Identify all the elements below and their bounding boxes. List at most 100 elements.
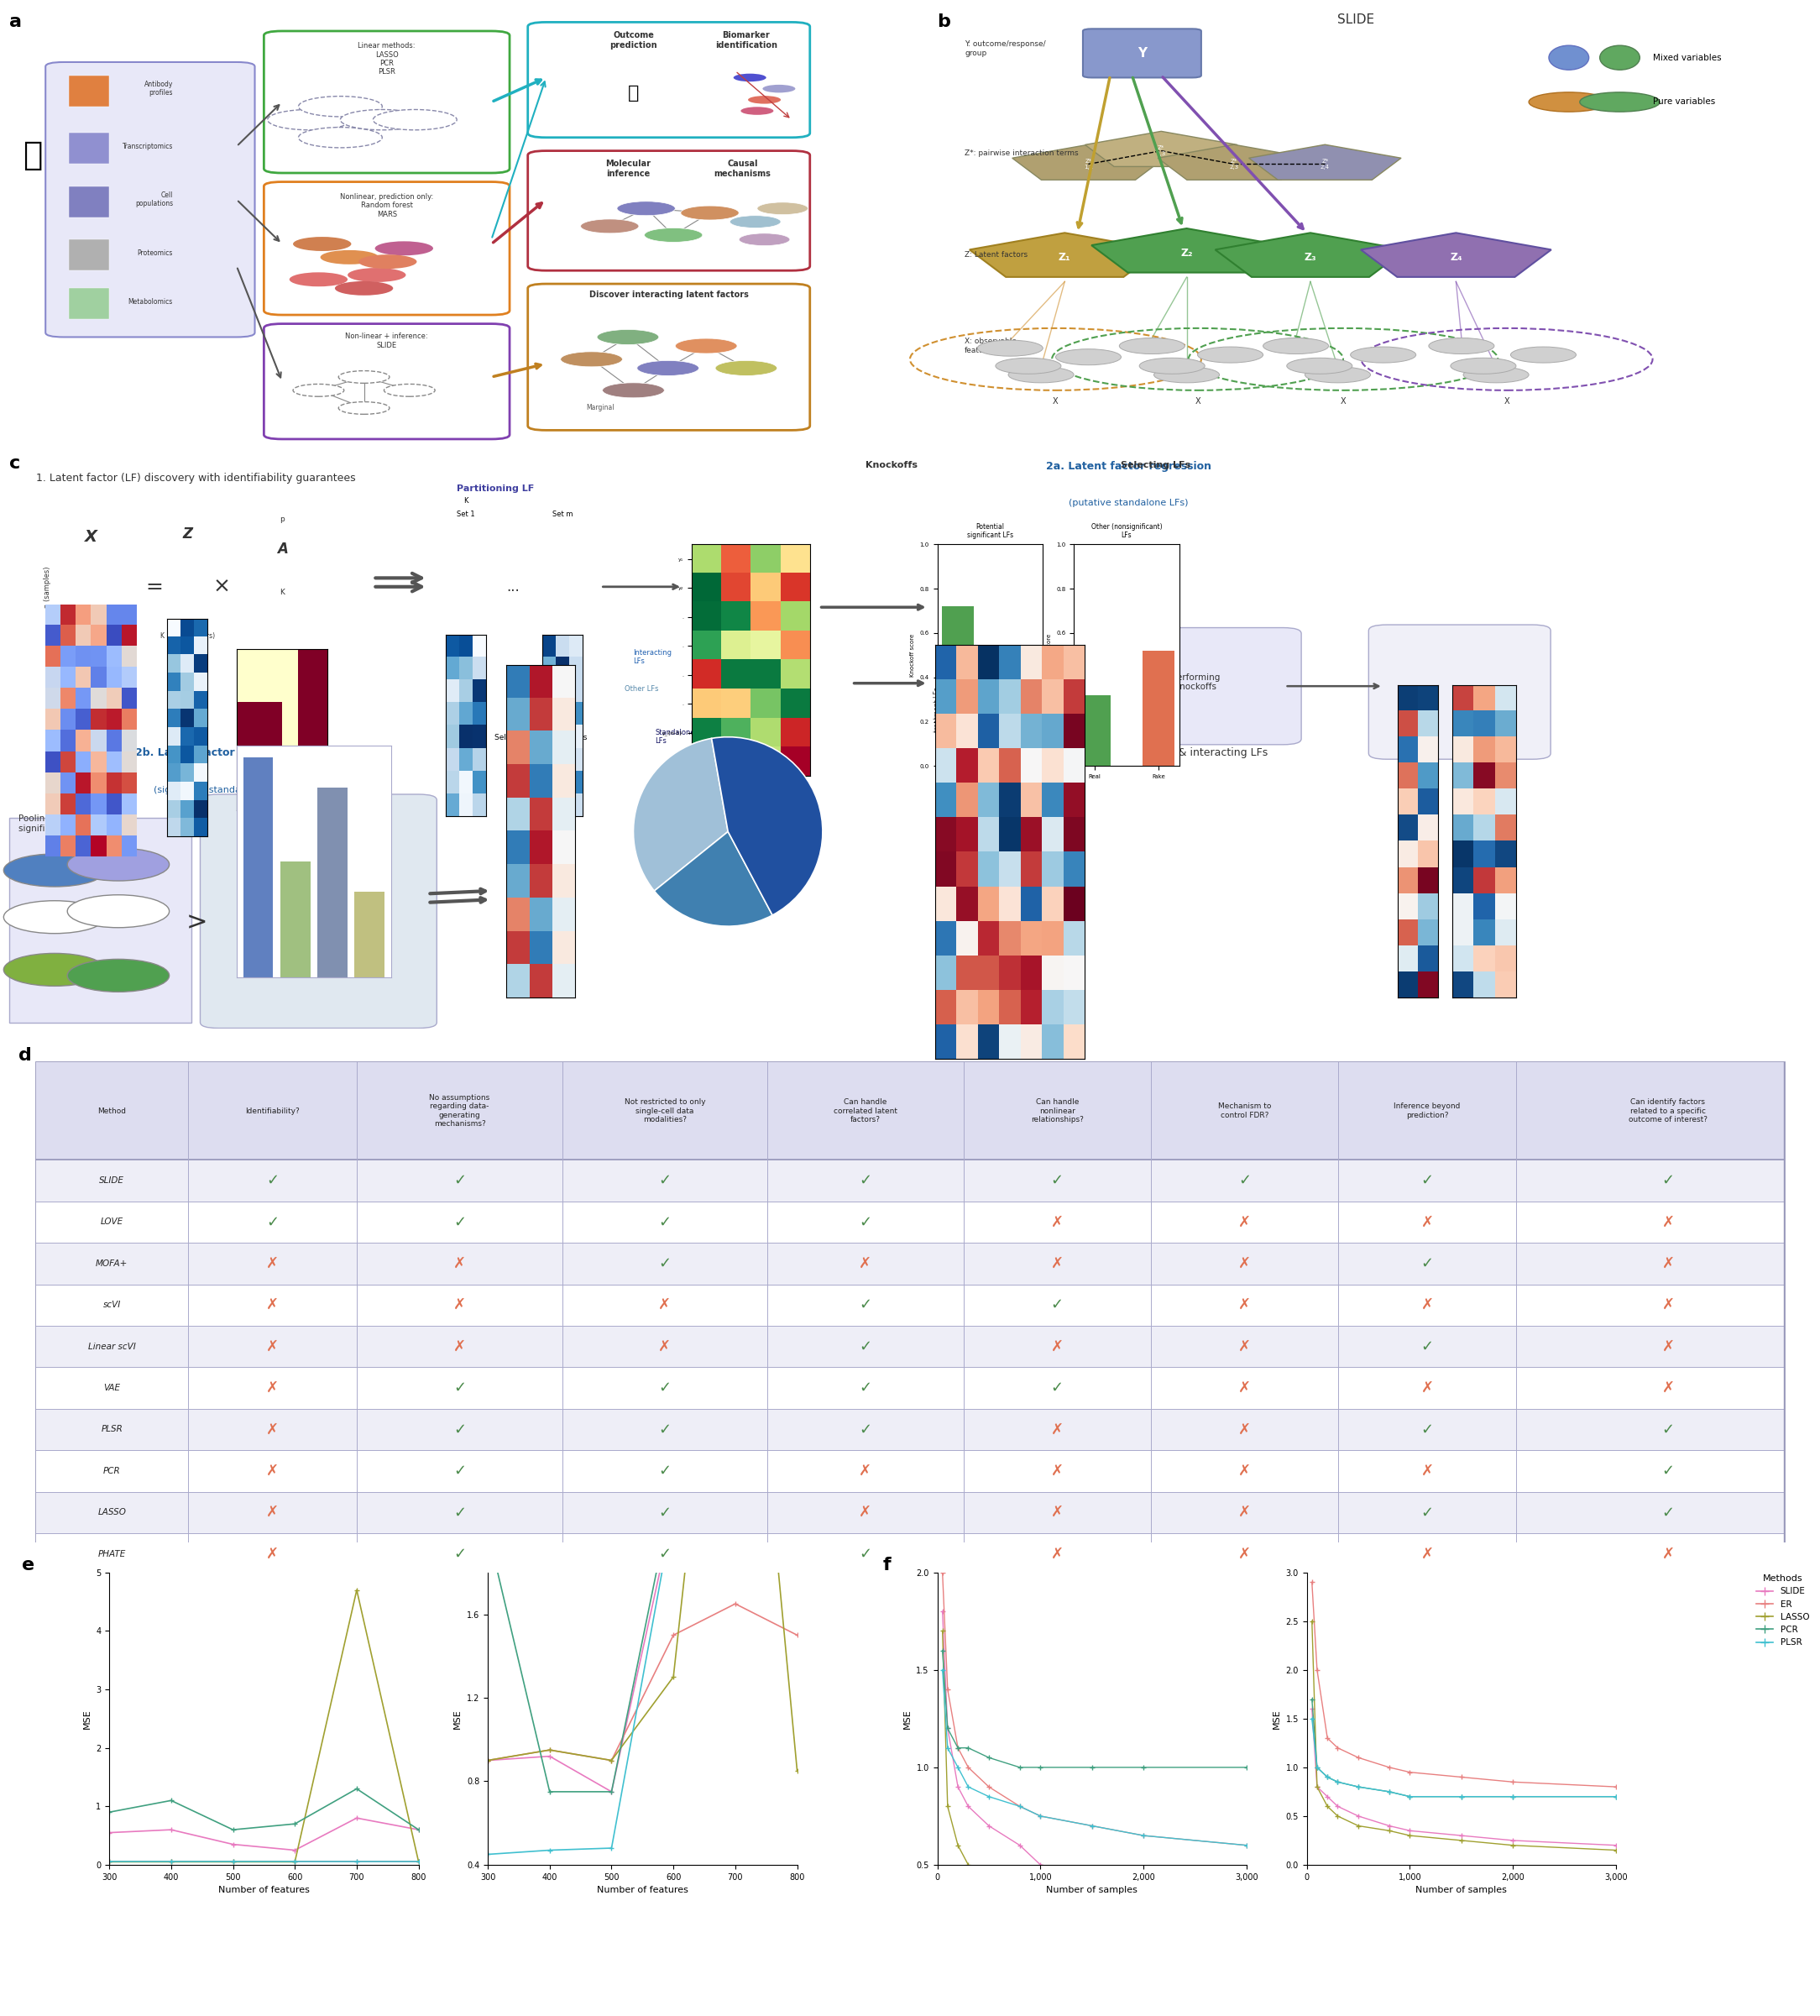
Text: VAE: VAE [104,1383,120,1393]
Text: K: K [280,589,284,597]
Circle shape [602,383,664,397]
Text: Set 1: Set 1 [457,510,475,518]
Text: ✓: ✓ [1421,1504,1434,1520]
Text: Nonlinear, prediction only:
Random forest
MARS: Nonlinear, prediction only: Random fores… [340,194,433,218]
Text: 👥: 👥 [628,85,639,101]
Circle shape [1139,359,1205,373]
Text: Interacting
LFs: Interacting LFs [633,649,672,665]
Text: Other LFs: Other LFs [624,685,659,694]
Text: Standalone LF selection
through knockoffs: Standalone LF selection through knockoff… [269,808,368,827]
FancyBboxPatch shape [1369,625,1551,760]
X-axis label: Number of features: Number of features [218,1887,309,1895]
Wedge shape [633,738,728,891]
Text: SLIDE: SLIDE [1338,14,1374,26]
Text: Linear methods:
LASSO
PCR
PLSR: Linear methods: LASSO PCR PLSR [359,42,415,77]
Text: ✓: ✓ [1050,1173,1063,1187]
Text: ✗: ✗ [1238,1464,1250,1478]
FancyBboxPatch shape [36,1202,1784,1242]
Text: ✓: ✓ [659,1256,672,1270]
Text: ✗: ✗ [1238,1504,1250,1520]
Circle shape [67,960,169,992]
Text: ...: ... [506,579,521,595]
Circle shape [637,361,699,375]
Circle shape [644,228,703,242]
Text: ✗: ✗ [1238,1546,1250,1562]
Text: scVI: scVI [104,1300,120,1308]
Circle shape [268,109,351,129]
Text: Z*
2,3: Z* 2,3 [1228,159,1239,169]
Y-axis label: MSE: MSE [1272,1710,1281,1728]
Text: 3. Significant standalone & interacting LFs: 3. Significant standalone & interacting … [1045,748,1267,758]
Text: ✗: ✗ [1662,1339,1674,1355]
Text: treatment LFs: treatment LFs [934,687,941,732]
Bar [1006,704,1037,766]
Text: p (number of features ): p (number of features ) [49,635,133,643]
Text: ✓: ✓ [453,1464,466,1478]
Text: ✗: ✗ [1421,1546,1434,1562]
Text: ✗: ✗ [266,1256,278,1270]
Text: Antibody
profiles: Antibody profiles [144,81,173,97]
Text: Knockoffs: Knockoffs [866,462,917,470]
Circle shape [1451,359,1516,373]
Circle shape [1008,367,1074,383]
Bar [1143,651,1174,766]
Text: ✗: ✗ [1662,1214,1674,1230]
Circle shape [335,280,393,296]
Y-axis label: Knockoff score: Knockoff score [1046,633,1052,677]
Text: ✗: ✗ [1050,1421,1063,1437]
Circle shape [1350,347,1416,363]
Text: Cell
populations: Cell populations [135,192,173,208]
Text: ✗: ✗ [266,1504,278,1520]
Text: ✗: ✗ [1238,1421,1250,1437]
Text: ✗: ✗ [1421,1464,1434,1478]
Text: p: p [280,516,284,524]
Circle shape [1511,347,1576,363]
Text: ✓: ✓ [1421,1339,1434,1355]
Text: X: X [1503,397,1511,405]
Text: f: f [883,1556,890,1572]
Text: ✗: ✗ [1662,1256,1674,1270]
Text: ✓: ✓ [659,1504,672,1520]
Circle shape [348,268,406,282]
Text: Can identify factors
related to a specific
outcome of interest?: Can identify factors related to a specif… [1629,1099,1707,1123]
Circle shape [4,954,106,986]
Text: ✓: ✓ [859,1173,872,1187]
Text: ✓: ✓ [1050,1381,1063,1395]
Circle shape [996,359,1061,373]
Text: Discover interacting latent factors: Discover interacting latent factors [590,290,748,298]
Text: ✓: ✓ [453,1214,466,1230]
Text: ✗: ✗ [1421,1298,1434,1312]
Circle shape [1429,339,1494,355]
Text: n: n [464,683,468,691]
Text: ✓: ✓ [1662,1173,1674,1187]
Circle shape [298,97,382,117]
Text: ✗: ✗ [453,1298,466,1312]
FancyBboxPatch shape [69,75,109,107]
FancyBboxPatch shape [264,30,510,173]
Text: ✗: ✗ [659,1339,672,1355]
Circle shape [1305,367,1370,383]
Text: Standalone
LFs: Standalone LFs [655,730,695,746]
Text: ✗: ✗ [1050,1339,1063,1355]
Circle shape [977,341,1043,357]
Text: ✗: ✗ [1238,1381,1250,1395]
Text: Can handle
correlated latent
factors?: Can handle correlated latent factors? [834,1099,897,1123]
Text: X: X [86,528,96,544]
Circle shape [67,895,169,927]
Text: Identifiability?: Identifiability? [246,1107,300,1115]
Circle shape [67,849,169,881]
Circle shape [1529,93,1609,111]
Text: Linear scVI: Linear scVI [87,1343,136,1351]
Title: Potential
significant LFs: Potential significant LFs [966,522,1014,538]
Text: PHATE: PHATE [98,1550,126,1558]
Text: X: X [1340,397,1347,405]
Text: Performing
knockoffs: Performing knockoffs [1172,673,1219,691]
Text: ✓: ✓ [453,1173,466,1187]
Text: No assumptions
regarding data-
generating
mechanisms?: No assumptions regarding data- generatin… [430,1095,490,1127]
Circle shape [1198,347,1263,363]
Text: Z₄: Z₄ [1451,252,1461,262]
Text: Can handle
nonlinear
relationships?: Can handle nonlinear relationships? [1030,1099,1083,1123]
Text: ✓: ✓ [1421,1173,1434,1187]
Text: Method: Method [98,1107,126,1115]
FancyBboxPatch shape [69,133,109,163]
